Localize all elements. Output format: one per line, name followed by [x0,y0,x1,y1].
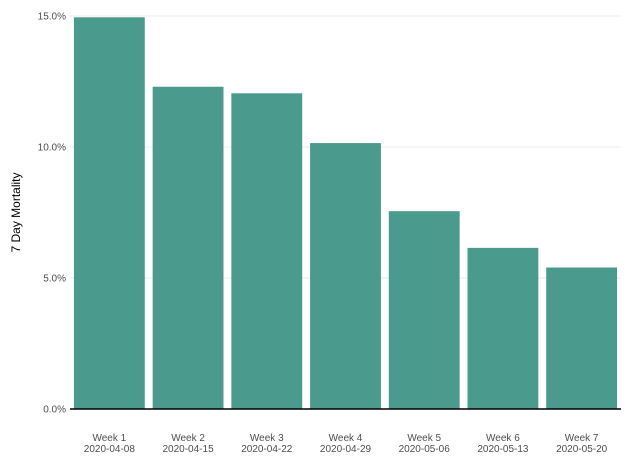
bars [73,17,618,410]
bar-week-6 [467,247,539,409]
bar-week-5 [388,211,460,409]
y-tick-label: 15.0% [38,12,66,23]
x-tick-label-date: 2020-04-15 [162,444,214,455]
bar-week-4 [310,143,381,409]
y-tick-label: 5.0% [43,274,66,285]
x-tick-label-week: Week 4 [329,433,363,444]
x-tick-label-week: Week 6 [486,433,520,444]
y-tick-labels: 0.0% 5.0% 10.0% 15.0% [38,12,66,416]
x-tick-label-date: 2020-04-29 [320,444,372,455]
x-tick-label-date: 2020-04-08 [84,444,136,455]
bar-week-3 [231,93,303,409]
y-tick-label: 0.0% [43,405,66,416]
x-tick-label-date: 2020-05-06 [399,444,451,455]
x-tick-label-date: 2020-04-22 [241,444,293,455]
x-tick-label-week: Week 3 [250,433,284,444]
x-tick-label-week: Week 1 [92,433,126,444]
x-tick-label-week: Week 5 [407,433,441,444]
x-tick-label-date: 2020-05-20 [556,444,608,455]
x-tick-label-week: Week 2 [171,433,205,444]
bar-week-1 [73,17,145,410]
x-tick-label-date: 2020-05-13 [477,444,529,455]
bar-week-7 [546,267,618,409]
x-tick-label-week: Week 7 [565,433,599,444]
y-tick-label: 10.0% [38,143,66,154]
bar-week-2 [152,86,224,410]
y-axis-title: 7 Day Mortality [9,172,23,252]
